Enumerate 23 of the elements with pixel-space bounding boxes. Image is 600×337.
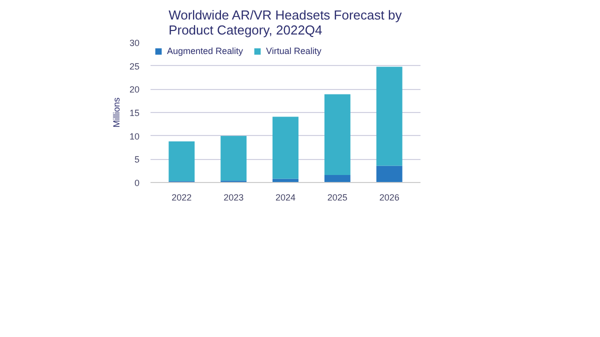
bar (168, 141, 195, 182)
y-tick-label: 5 (134, 154, 140, 165)
legend-label: Augmented Reality (167, 46, 244, 56)
bar (220, 136, 247, 181)
y-tick-label: 30 (129, 38, 140, 48)
bar (324, 175, 350, 182)
y-tick-label: 15 (129, 108, 140, 118)
x-tick-label: 2026 (379, 192, 400, 202)
y-tick-label: 25 (129, 61, 140, 72)
bar (376, 166, 402, 182)
y-tick-label: 20 (129, 84, 140, 95)
chart-title: Worldwide AR/VR Headsets Forecast by Product Category, 2022Q4 (168, 8, 402, 38)
y-tick-label: 10 (129, 131, 140, 142)
y-tick-label: 0 (134, 178, 140, 188)
y-axis-title: Millions (111, 96, 122, 128)
bar (376, 66, 402, 166)
x-tick-label: 2024 (275, 192, 296, 202)
x-tick-label: 2023 (224, 192, 244, 202)
bar (272, 116, 298, 179)
legend-label: Virtual Reality (266, 46, 322, 56)
bar (324, 94, 350, 176)
x-tick-label: 2022 (172, 192, 192, 202)
x-tick-label: 2025 (327, 192, 348, 202)
